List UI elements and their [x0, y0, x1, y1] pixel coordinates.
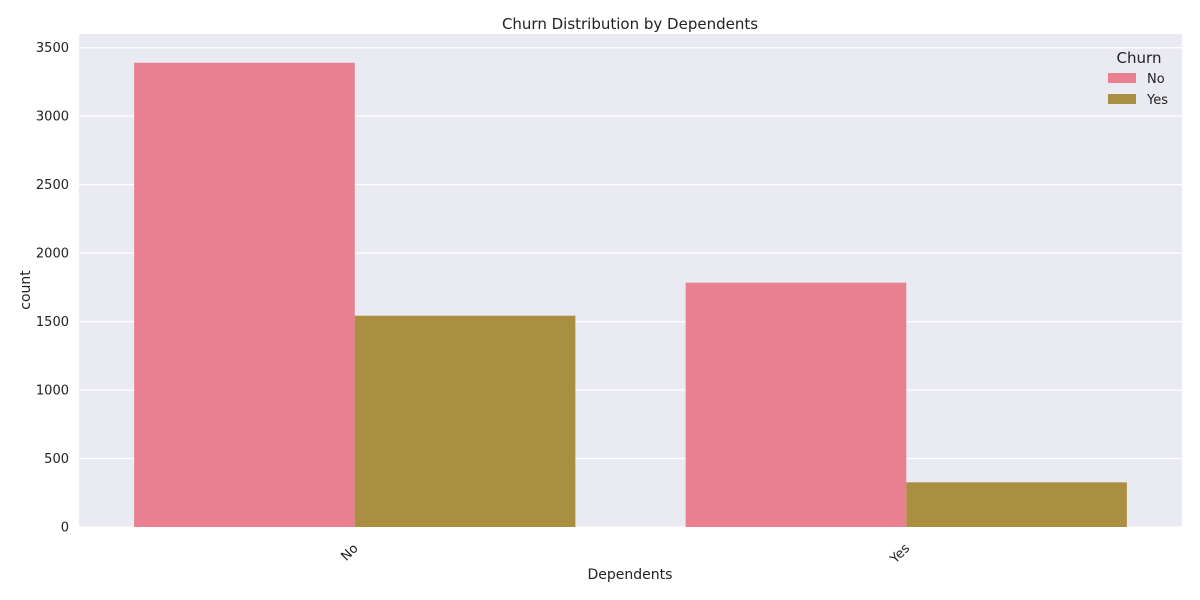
y-tick-label: 500	[44, 452, 69, 467]
legend-swatch-no	[1108, 73, 1136, 83]
y-tick-labels: 0 500 1000 1500 2000 2500 3000 3500	[36, 41, 69, 535]
legend-label-yes: Yes	[1146, 93, 1168, 108]
bar-no-churn-yes	[354, 315, 576, 527]
bars	[134, 62, 1127, 528]
legend: Churn No Yes	[1108, 49, 1168, 108]
y-axis-label: count	[18, 270, 34, 310]
legend-title: Churn	[1117, 49, 1162, 67]
x-tick-label: Yes	[887, 541, 913, 567]
legend-label-no: No	[1147, 72, 1165, 87]
y-tick-label: 1500	[36, 315, 69, 330]
y-tick-label: 1000	[36, 384, 69, 399]
legend-swatch-yes	[1108, 94, 1136, 104]
x-axis-label: Dependents	[588, 567, 673, 583]
legend-items: No Yes	[1108, 72, 1168, 108]
y-tick-label: 2000	[36, 247, 69, 262]
bar-yes-churn-yes	[906, 482, 1127, 527]
bar-yes-churn-no	[685, 282, 907, 527]
chart-title: Churn Distribution by Dependents	[502, 15, 758, 33]
y-tick-label: 2500	[36, 178, 69, 193]
bar-no-churn-no	[134, 62, 355, 528]
x-tick-label: No	[338, 541, 361, 564]
y-tick-label: 0	[61, 521, 69, 536]
x-tick-labels: No Yes	[338, 541, 913, 567]
y-tick-label: 3500	[36, 41, 69, 56]
y-tick-label: 3000	[36, 110, 69, 125]
